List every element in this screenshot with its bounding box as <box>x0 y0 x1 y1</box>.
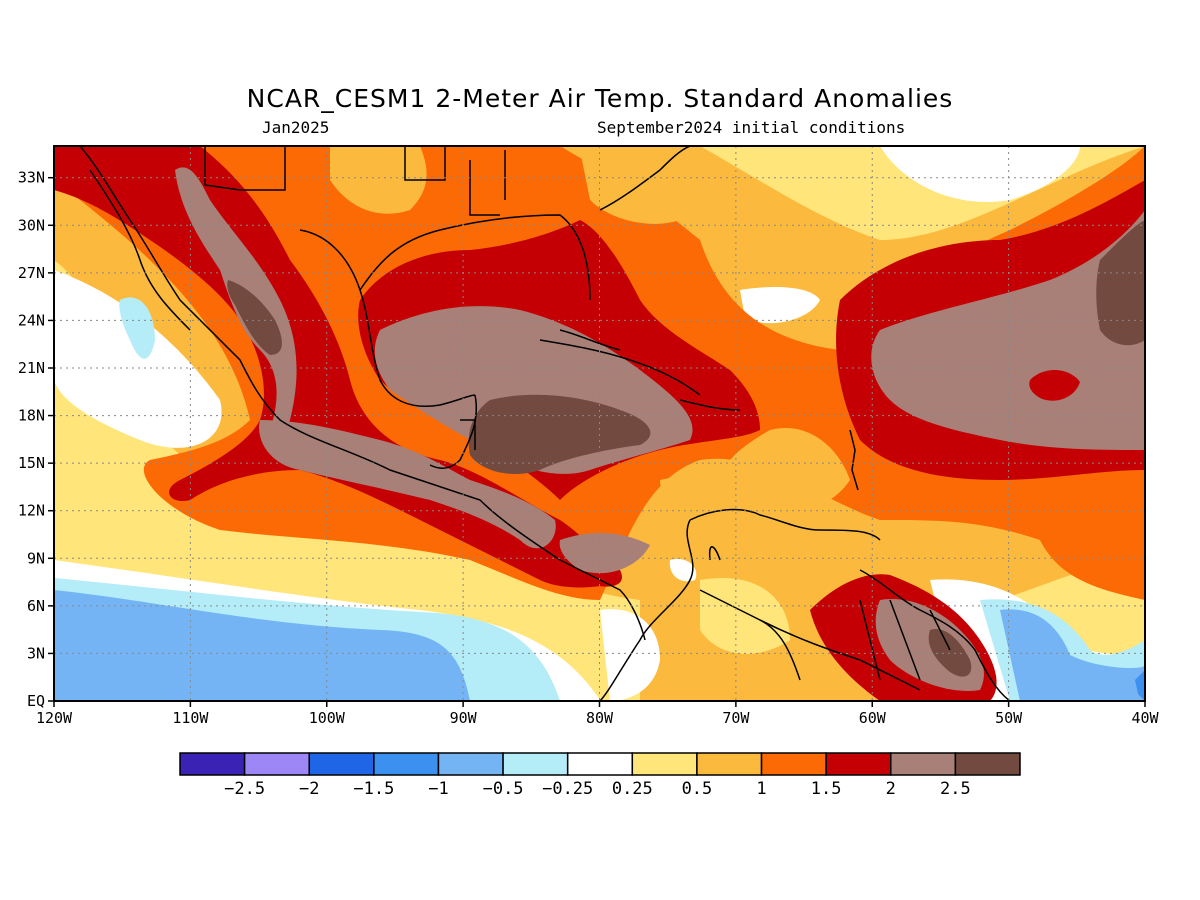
x-tick-label: 60W <box>859 709 887 727</box>
colorbar-swatch <box>696 752 763 776</box>
x-tick-label: 40W <box>1131 709 1159 727</box>
y-tick-label: EQ <box>27 692 45 710</box>
colorbar-label: 1 <box>756 779 766 799</box>
x-tick-label: 100W <box>309 709 346 727</box>
colorbar-swatch <box>890 752 957 776</box>
colorbar-swatch <box>437 752 504 776</box>
colorbar-swatch <box>825 752 892 776</box>
y-tick-label: 9N <box>27 549 45 567</box>
colorbar-label: −1.5 <box>353 779 394 799</box>
valid-time: Jan2025 <box>262 118 330 137</box>
y-tick-label: 12N <box>18 502 45 520</box>
colorbar-swatch <box>373 752 440 776</box>
y-tick-label: 21N <box>18 359 45 377</box>
y-tick-label: 30N <box>18 216 45 234</box>
coastlines <box>79 146 1011 701</box>
colorbar-swatch <box>760 752 827 776</box>
colorbar-label: 0.25 <box>612 779 653 799</box>
colorbar-label: −0.25 <box>542 779 593 799</box>
y-tick-label: 6N <box>27 597 45 615</box>
colorbar-swatch <box>631 752 698 776</box>
axis-ticks: 120W 110W 100W 90W 80W 70W 60W 50W 40W EQ 3N 6N 9N 12… <box>18 169 1160 727</box>
y-tick-label: 15N <box>18 454 45 472</box>
x-tick-label: 90W <box>450 709 478 727</box>
gridlines <box>54 146 1145 701</box>
y-tick-label: 27N <box>18 264 45 282</box>
x-tick-label: 110W <box>172 709 209 727</box>
colorbar-label: −1 <box>428 779 448 799</box>
colorbar-label: 0.5 <box>682 779 713 799</box>
x-tick-label: 80W <box>586 709 614 727</box>
anomaly-field <box>54 146 1145 701</box>
colorbar-label: 2.5 <box>940 779 971 799</box>
colorbar-swatch <box>179 752 246 776</box>
colorbar-label: −2.5 <box>224 779 265 799</box>
colorbar: −2.5 −2 −1.5 −1 −0.5 −0.25 0.25 0.5 1 1.5 2 2.5 <box>179 752 1021 799</box>
colorbar-swatch <box>502 752 569 776</box>
colorbar-swatch <box>308 752 375 776</box>
y-tick-label: 3N <box>27 644 45 662</box>
colorbar-label: 2 <box>886 779 896 799</box>
y-tick-label: 33N <box>18 169 45 187</box>
colorbar-label: 1.5 <box>811 779 842 799</box>
y-tick-label: 18N <box>18 407 45 425</box>
colorbar-swatch <box>954 752 1021 776</box>
colorbar-swatch <box>243 752 310 776</box>
colorbar-label: −2 <box>299 779 319 799</box>
chart-title: NCAR_CESM1 2-Meter Air Temp. Standard An… <box>246 84 954 113</box>
colorbar-swatch <box>566 752 634 776</box>
x-tick-label: 120W <box>36 709 73 727</box>
x-tick-label: 70W <box>722 709 750 727</box>
x-tick-label: 50W <box>995 709 1023 727</box>
y-tick-label: 24N <box>18 311 45 329</box>
initial-conditions: September2024 initial conditions <box>597 118 906 137</box>
colorbar-label: −0.5 <box>483 779 524 799</box>
